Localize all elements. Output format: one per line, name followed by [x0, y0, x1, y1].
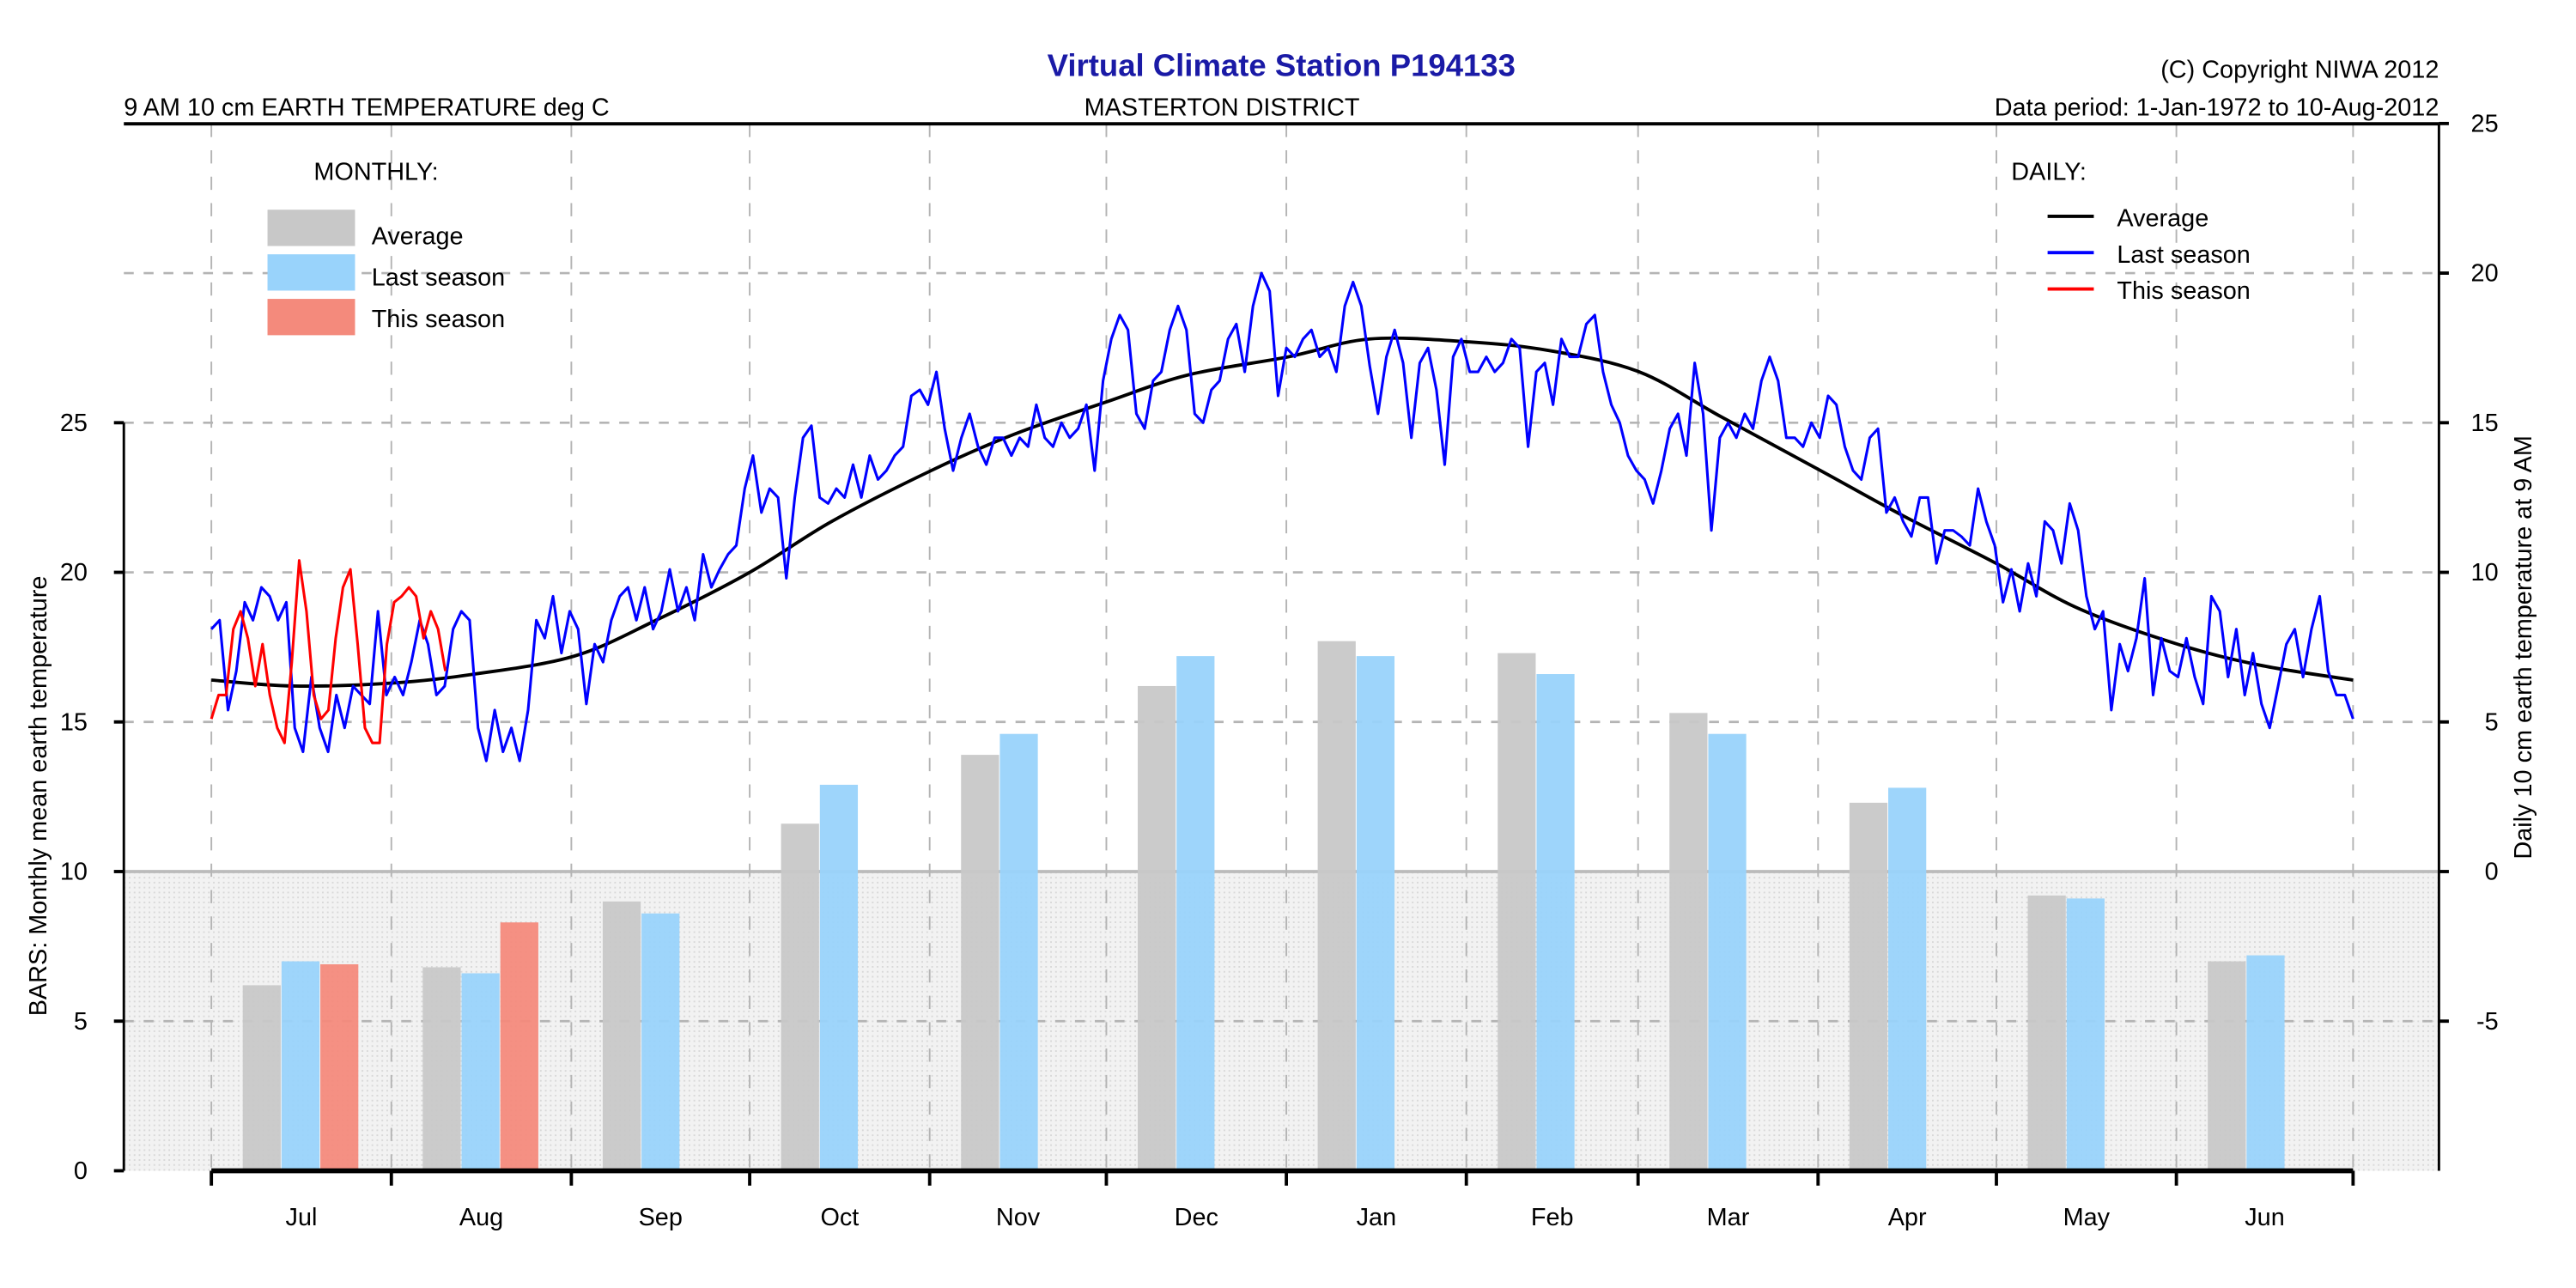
- month-label: Oct: [820, 1204, 859, 1231]
- left-tick-label: 5: [74, 1008, 88, 1036]
- bar-this-season: [320, 964, 359, 1171]
- month-label: May: [2063, 1204, 2111, 1231]
- bar-last-season: [2066, 898, 2105, 1171]
- district-label: MASTERTON DISTRICT: [1084, 94, 1360, 122]
- legend-label: Last season: [2117, 241, 2250, 269]
- daily-last-season-line: [210, 271, 2354, 762]
- daily-average-line: [211, 336, 2354, 688]
- copyright: (C) Copyright NIWA 2012: [2160, 56, 2439, 83]
- bar-average: [961, 755, 999, 1171]
- bar-average: [2208, 961, 2246, 1171]
- bar-last-season: [999, 733, 1038, 1171]
- bar-last-season: [1176, 656, 1215, 1171]
- right-axis-label: Daily 10 cm earth temperature at 9 AM: [2510, 435, 2537, 859]
- bar-average: [1669, 713, 1708, 1171]
- bar-last-season: [281, 961, 320, 1171]
- bar-last-season: [461, 973, 500, 1171]
- month-label: Feb: [1531, 1204, 1574, 1231]
- left-tick-label: 0: [74, 1157, 88, 1185]
- bar-average: [781, 823, 819, 1171]
- legend-swatch-average: [267, 210, 355, 246]
- data-period: Data period: 1-Jan-1972 to 10-Aug-2012: [1995, 94, 2439, 122]
- right-tick-label: 15: [2471, 410, 2499, 437]
- left-tick-label: 20: [60, 559, 88, 586]
- month-label: Dec: [1175, 1204, 1218, 1231]
- bar-average: [1138, 685, 1176, 1171]
- month-label: Jun: [2245, 1204, 2284, 1231]
- bar-average: [242, 985, 281, 1171]
- bar-last-season: [1708, 733, 1747, 1171]
- bar-last-season: [819, 784, 859, 1171]
- right-tick-label: -5: [2476, 1008, 2499, 1036]
- left-tick-label: 10: [60, 859, 88, 886]
- bar-last-season: [2246, 955, 2285, 1171]
- month-label: Aug: [459, 1204, 503, 1231]
- variable-label: 9 AM 10 cm EARTH TEMPERATURE deg C: [124, 94, 610, 122]
- legend-label: Average: [372, 223, 464, 251]
- legend-label: Last season: [372, 264, 505, 292]
- monthly-legend: MONTHLY: Average Last season This season: [267, 159, 505, 336]
- month-label: Jul: [286, 1204, 318, 1231]
- bar-average: [2027, 895, 2066, 1171]
- bar-this-season: [500, 922, 538, 1171]
- chart-title: Virtual Climate Station P194133: [1048, 47, 1516, 82]
- right-tick-label: 10: [2471, 559, 2499, 586]
- left-axis-label: BARS: Monthly mean earth temperature: [25, 576, 52, 1017]
- bar-last-season: [1536, 674, 1575, 1171]
- right-tick-label: 0: [2485, 859, 2499, 886]
- bar-average: [1498, 653, 1536, 1171]
- left-tick-label: 15: [60, 708, 88, 736]
- month-label: Sep: [639, 1204, 683, 1231]
- left-tick-label: 25: [60, 410, 88, 437]
- month-label: Nov: [996, 1204, 1041, 1231]
- bar-average: [1849, 802, 1888, 1171]
- legend-label: Average: [2117, 204, 2208, 232]
- month-label: Jan: [1357, 1204, 1396, 1231]
- month-label: Mar: [1707, 1204, 1750, 1231]
- legend-label: This season: [2117, 277, 2250, 305]
- daily-legend: DAILY: Average Last season This season: [2011, 159, 2251, 305]
- bar-last-season: [1356, 656, 1395, 1171]
- bar-average: [602, 901, 641, 1171]
- right-tick-label: 25: [2471, 110, 2499, 137]
- monthly-legend-title: MONTHLY:: [313, 159, 438, 186]
- right-tick-label: 5: [2485, 708, 2499, 736]
- legend-swatch-last-season: [267, 254, 355, 291]
- daily-this-season-line: [210, 559, 447, 744]
- daily-legend-title: DAILY:: [2011, 159, 2087, 186]
- right-tick-label: 20: [2471, 260, 2499, 288]
- month-label: Apr: [1888, 1204, 1927, 1231]
- legend-label: This season: [372, 306, 505, 333]
- bar-last-season: [641, 913, 680, 1171]
- legend-swatch-this-season: [267, 299, 355, 336]
- bar-average: [1317, 641, 1356, 1171]
- bar-average: [422, 967, 461, 1171]
- bar-last-season: [1888, 787, 1927, 1171]
